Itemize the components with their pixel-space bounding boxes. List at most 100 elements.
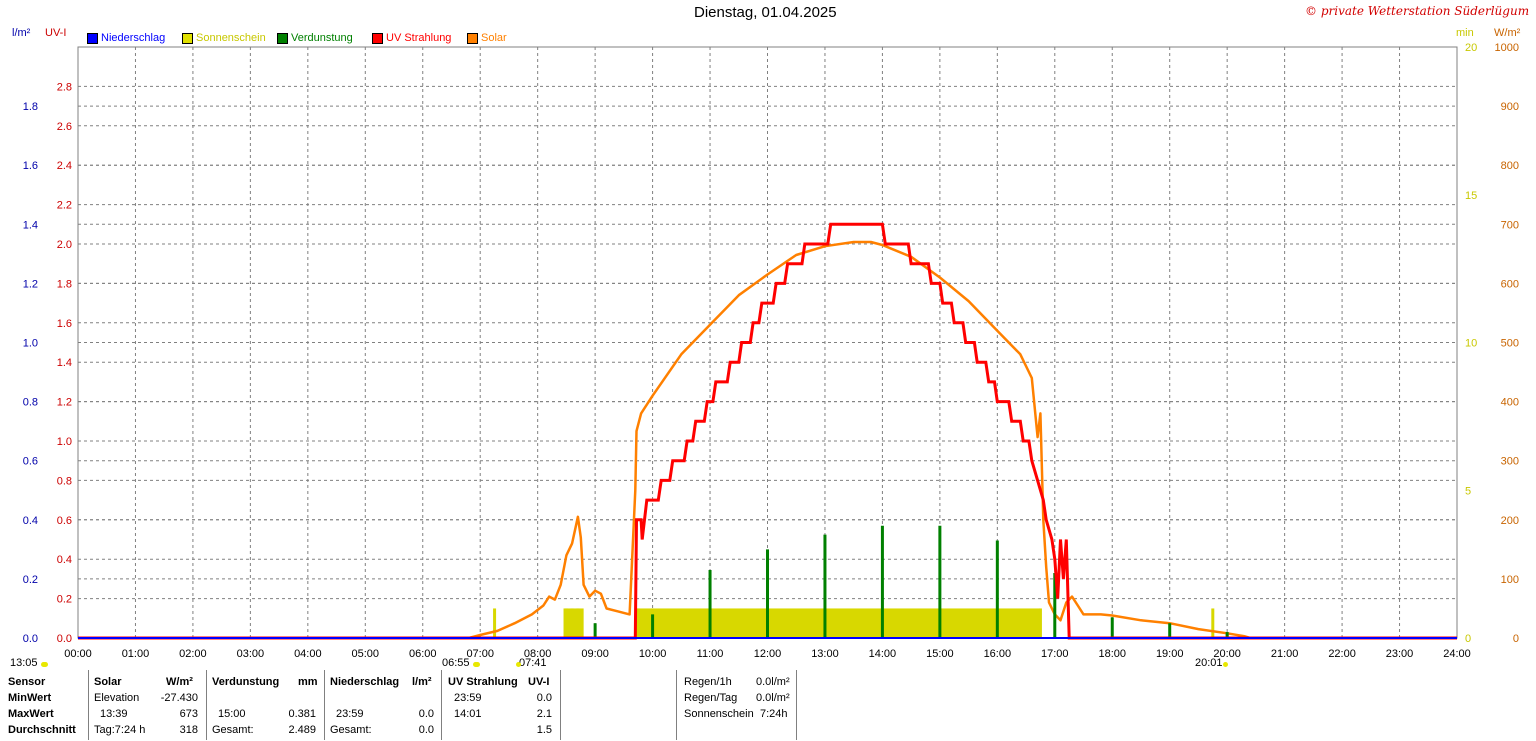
legend-swatch-uv <box>372 33 383 44</box>
precip-tick-label: 0.4 <box>23 515 38 527</box>
uv-tick-label: 2.4 <box>57 160 72 172</box>
legend-label-sun: Sonnenschein <box>196 32 266 44</box>
sun-tick-label: 5 <box>1465 485 1471 497</box>
uv-tick-label: 1.2 <box>57 397 72 409</box>
time-tick-label: 14:00 <box>869 648 897 660</box>
row-precip-total-label: Gesamt: <box>330 724 372 736</box>
time-tick-label: 18:00 <box>1098 648 1126 660</box>
legend-label-evap: Verdunstung <box>291 32 353 44</box>
time-tick-label: 04:00 <box>294 648 322 660</box>
precip-tick-label: 0.2 <box>23 574 38 586</box>
solar-tick-label: 500 <box>1501 338 1519 350</box>
header-solar-unit: W/m² <box>166 676 193 688</box>
time-tick-label: 03:00 <box>237 648 265 660</box>
solar-line <box>78 240 1457 640</box>
uv-axis-unit: UV-I <box>45 27 67 39</box>
uv-tick-label: 0.2 <box>57 594 72 606</box>
table-divider <box>88 670 89 740</box>
summary-rain-day-value: 0.0l/m² <box>756 692 790 704</box>
header-precip-unit: l/m² <box>412 676 432 688</box>
transit-icon <box>516 662 521 667</box>
row-solar-value: 673 <box>179 708 198 720</box>
legend-label-precip: Niederschlag <box>101 32 166 44</box>
time-tick-label: 01:00 <box>122 648 150 660</box>
time-tick-label: 17:00 <box>1041 648 1069 660</box>
uv-tick-label: 2.8 <box>57 81 72 93</box>
row-label: MinWert <box>8 692 52 704</box>
uv-tick-label: 1.6 <box>57 318 72 330</box>
uv-tick-label: 1.0 <box>57 436 72 448</box>
table-divider <box>796 670 797 740</box>
summary-sunshine-value: 7:24h <box>760 708 788 720</box>
sun-tick-label: 10 <box>1465 338 1477 350</box>
solar-tick-label: 600 <box>1501 278 1519 290</box>
uv-tick-label: 2.0 <box>57 239 72 251</box>
row-uv-time: 23:59 <box>454 692 482 704</box>
row-evap-value: 2.489 <box>288 724 316 736</box>
transit-time: 07:41 <box>519 657 547 669</box>
row-evap-total-label: Gesamt: <box>212 724 254 736</box>
row-evap-value: 0.381 <box>288 708 316 720</box>
time-tick-label: 16:00 <box>984 648 1012 660</box>
table-divider <box>206 670 207 740</box>
solar-tick-label: 300 <box>1501 456 1519 468</box>
uv-tick-label: 0.6 <box>57 515 72 527</box>
summary-rain-day-label: Regen/Tag <box>684 692 738 704</box>
time-tick-label: 00:00 <box>64 648 92 660</box>
row-uv-value: 1.5 <box>536 724 552 736</box>
sun-icon <box>41 662 48 667</box>
precip-tick-label: 1.0 <box>23 338 38 350</box>
watermark: © private Wetterstation Süderlügum <box>1305 4 1530 18</box>
precip-tick-label: 1.2 <box>23 278 38 290</box>
time-tick-label: 05:00 <box>352 648 380 660</box>
time-tick-label: 22:00 <box>1328 648 1356 660</box>
solar-axis-unit: W/m² <box>1494 27 1521 39</box>
precip-tick-label: 1.6 <box>23 160 38 172</box>
solar-tick-label: 700 <box>1501 219 1519 231</box>
row-uv-value: 2.1 <box>536 708 552 720</box>
row-precip-value: 0.0 <box>418 724 434 736</box>
precip-tick-label: 1.8 <box>23 101 38 113</box>
summary-rain-hour-label: Regen/1h <box>684 676 732 688</box>
time-tick-label: 24:00 <box>1443 648 1471 660</box>
row-uv-time: 14:01 <box>454 708 482 720</box>
row-label: MaxWert <box>8 708 54 720</box>
row-solar-time: Tag:7:24 h <box>94 724 146 736</box>
table-divider <box>560 670 561 740</box>
row-solar-time: Elevation <box>94 692 140 704</box>
row-precip-time: 23:59 <box>336 708 364 720</box>
row-solar-value: -27.430 <box>160 692 198 704</box>
legend-swatch-sun <box>182 33 193 44</box>
header-evap: Verdunstung <box>212 676 280 688</box>
row-solar-time: 13:39 <box>100 708 128 720</box>
precip-axis-unit: l/m² <box>12 27 31 39</box>
row-uv-value: 0.0 <box>536 692 552 704</box>
uv-tick-label: 0.4 <box>57 554 72 566</box>
legend-label-uv: UV Strahlung <box>386 32 452 44</box>
solar-tick-label: 1000 <box>1495 42 1519 54</box>
time-tick-label: 02:00 <box>179 648 207 660</box>
chart-title: Dienstag, 01.04.2025 <box>694 4 837 21</box>
sun-tick-label: 0 <box>1465 633 1471 645</box>
precip-tick-label: 1.4 <box>23 219 38 231</box>
legend-swatch-precip <box>87 33 98 44</box>
header-precip: Niederschlag <box>330 676 400 688</box>
row-label: Durchschnitt <box>8 724 76 736</box>
time-tick-label: 15:00 <box>926 648 954 660</box>
time-tick-label: 09:00 <box>581 648 609 660</box>
sunrise-time: 06:55 <box>442 657 470 669</box>
sunrise-icon <box>473 662 480 667</box>
precip-tick-label: 0.8 <box>23 397 38 409</box>
uv-tick-label: 2.6 <box>57 121 72 133</box>
legend-swatch-evap <box>277 33 288 44</box>
time-tick-label: 21:00 <box>1271 648 1299 660</box>
solar-tick-label: 0 <box>1513 633 1519 645</box>
header-evap-unit: mm <box>298 676 318 688</box>
time-tick-label: 23:00 <box>1386 648 1414 660</box>
sunset-time: 20:01 <box>1195 657 1223 669</box>
header-uv-unit: UV-I <box>528 676 550 688</box>
uv-tick-label: 1.4 <box>57 357 72 369</box>
sunset-icon <box>1223 662 1228 667</box>
solar-tick-label: 900 <box>1501 101 1519 113</box>
